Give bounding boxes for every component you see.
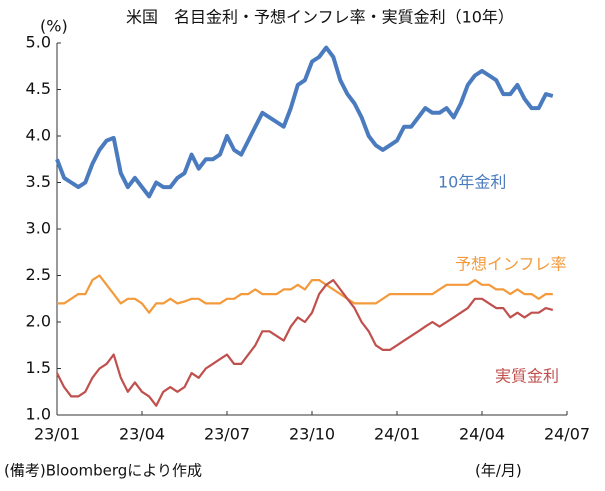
- x-tick-label: 24/01: [374, 425, 420, 444]
- x-tick-label: 23/07: [204, 425, 250, 444]
- y-tick-label: 2.5: [26, 265, 51, 284]
- x-tick-label: 24/07: [544, 425, 590, 444]
- y-tick-label: 4.5: [26, 79, 51, 98]
- x-unit-label: (年/月): [475, 462, 522, 480]
- x-tick-label: 23/04: [119, 425, 165, 444]
- x-tick-label: 23/01: [34, 425, 80, 444]
- note: (備考)Bloombergにより作成: [4, 462, 202, 480]
- y-unit-label: (%): [40, 17, 68, 36]
- y-tick-label: 4.0: [26, 126, 51, 145]
- y-tick-label: 2.0: [26, 312, 51, 331]
- chart-title: 米国 名目金利・予想インフレ率・実質金利（10年）: [126, 8, 514, 27]
- series-label: 予想インフレ率: [455, 255, 567, 274]
- y-tick-label: 3.5: [26, 172, 51, 191]
- x-tick-label: 24/04: [459, 425, 505, 444]
- y-tick-label: 3.0: [26, 219, 51, 238]
- series-label: 実質金利: [495, 367, 559, 386]
- y-tick-label: 5.0: [26, 33, 51, 52]
- series-label: 10年金利: [438, 173, 506, 192]
- series-line: [55, 45, 554, 199]
- x-tick-label: 23/10: [289, 425, 335, 444]
- y-tick-label: 1.5: [26, 358, 51, 377]
- y-tick-label: 1.0: [26, 405, 51, 424]
- series-line: [57, 274, 553, 314]
- series-line: [56, 279, 554, 407]
